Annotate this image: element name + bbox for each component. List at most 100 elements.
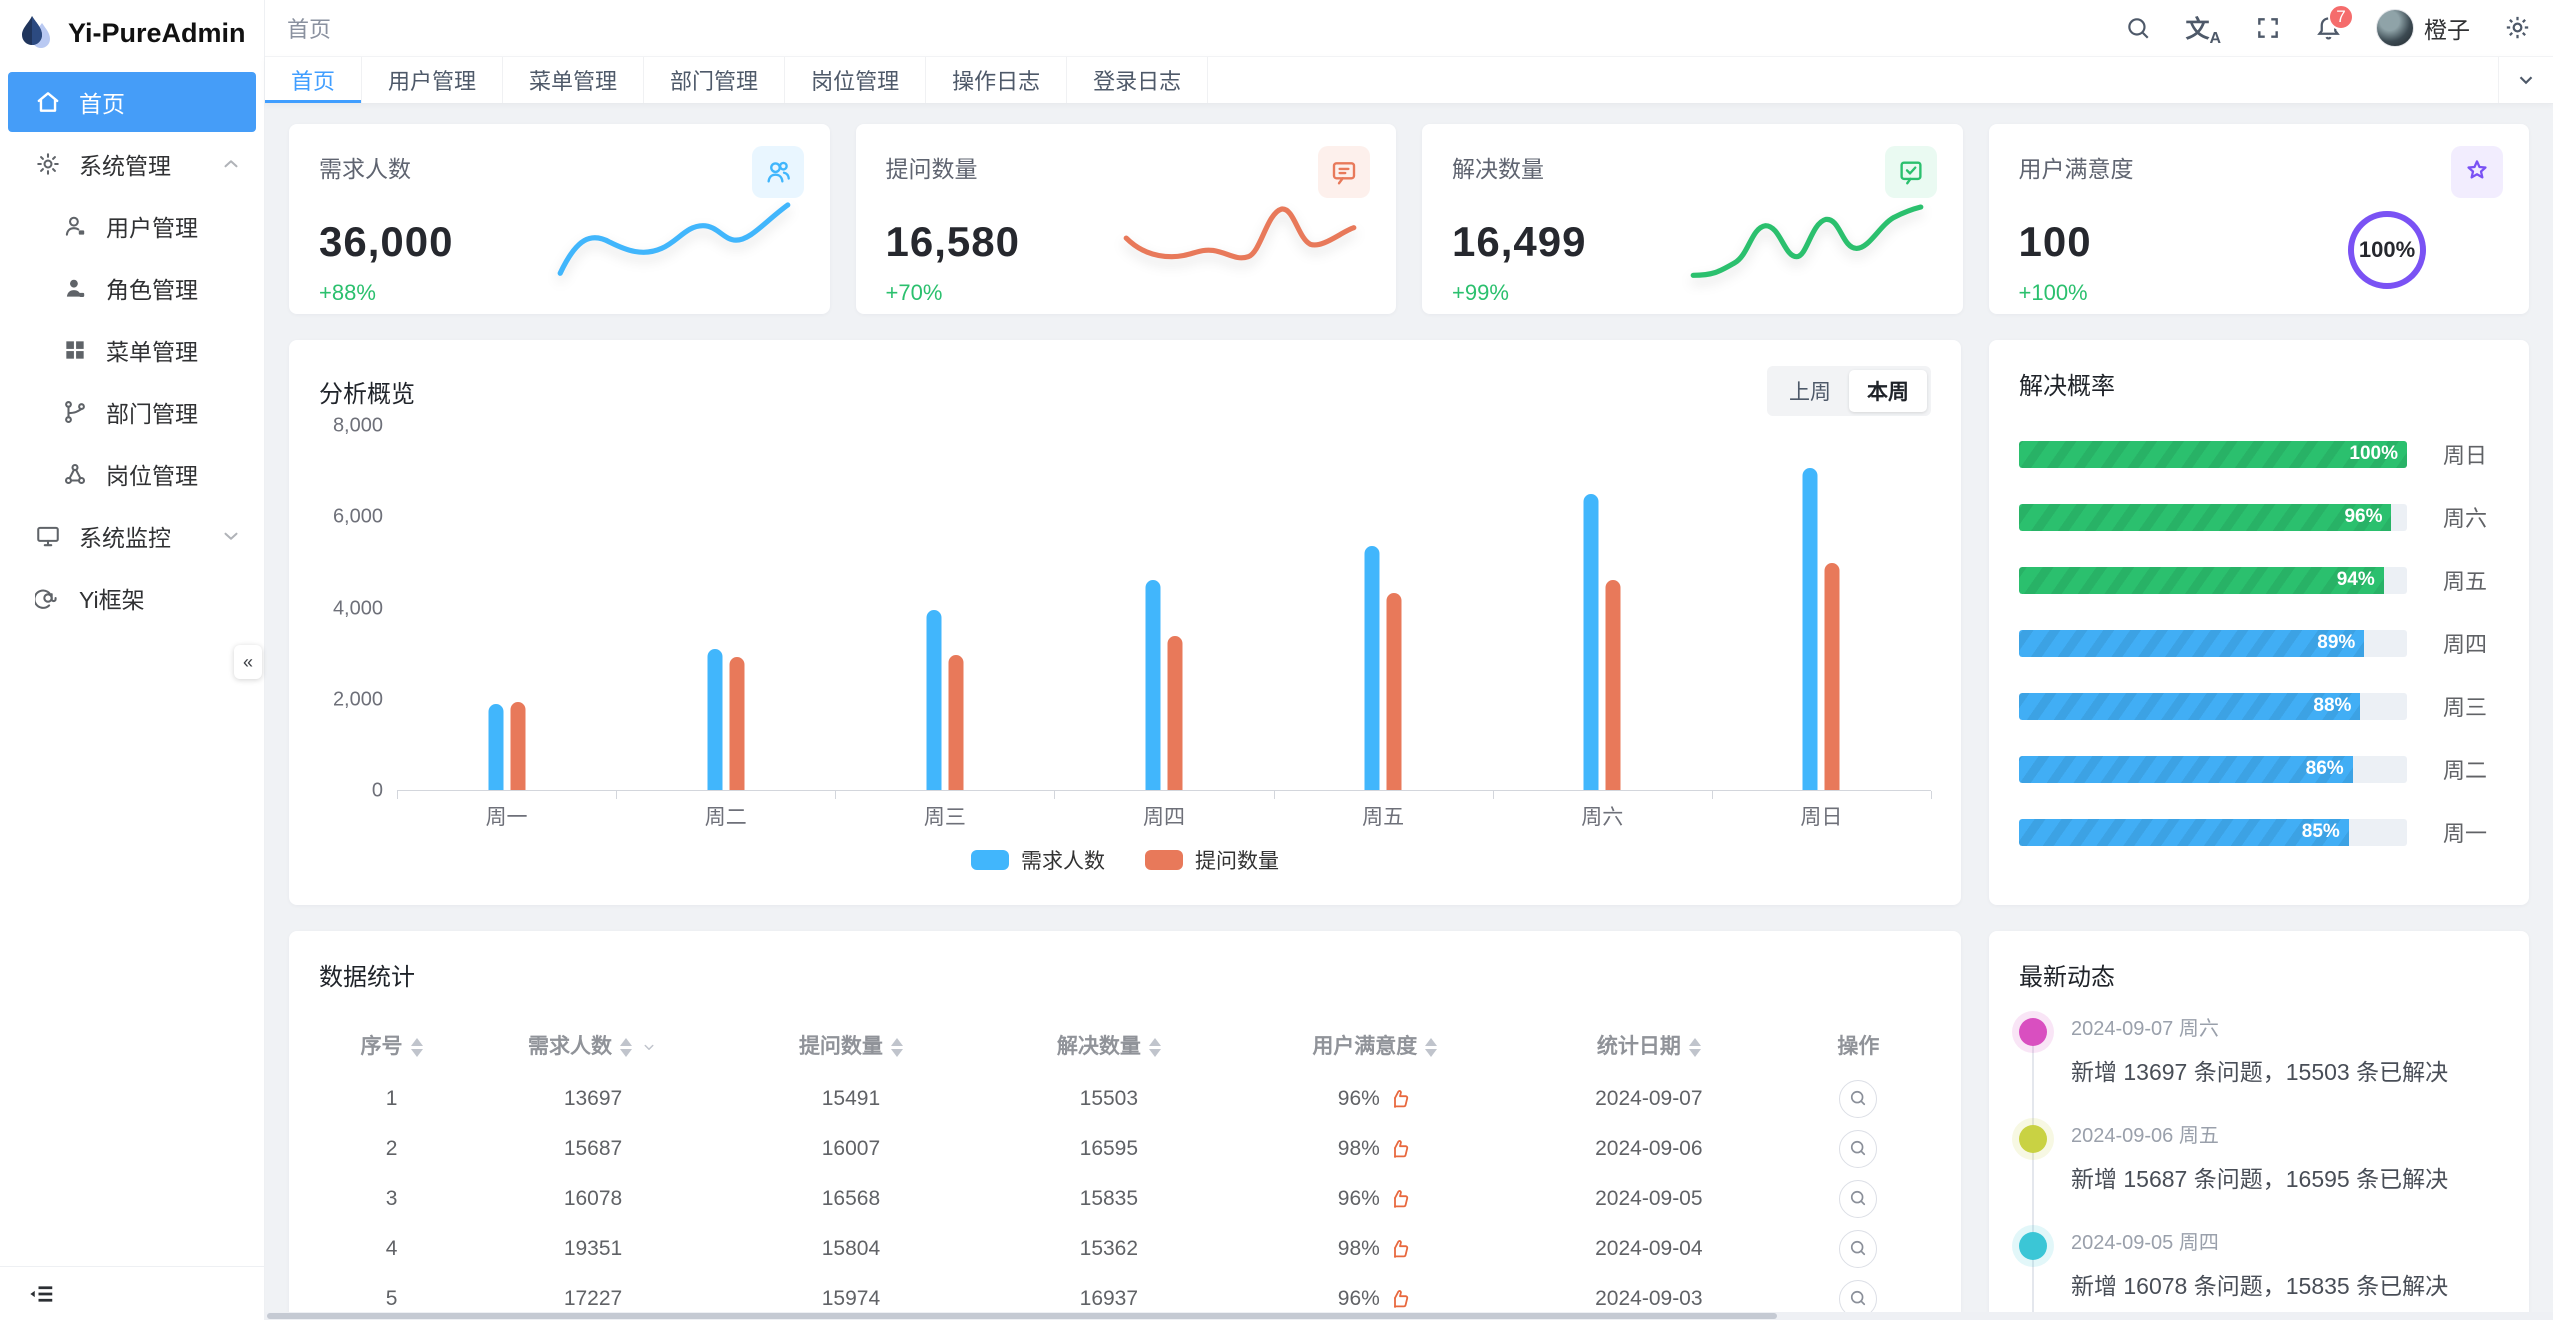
translate-icon[interactable]: 文A <box>2185 15 2221 47</box>
solve-bar-周日: 100% 周日 <box>2019 438 2499 470</box>
thumb-up-icon <box>1388 1137 1412 1161</box>
col-header-统计日期[interactable]: 统计日期 <box>1512 1016 1786 1074</box>
timeline-item: 2024-09-05 周四 新增 16078 条问题，15835 条已解决 <box>2019 1224 2499 1320</box>
sort-carets-icon[interactable] <box>410 1037 423 1057</box>
legend-提问数量[interactable]: 提问数量 <box>1145 845 1279 875</box>
thumb-up-icon <box>1388 1287 1412 1311</box>
search-icon[interactable] <box>2125 15 2151 41</box>
user-filled-icon <box>60 273 90 303</box>
sidebar-item-用户管理[interactable]: 用户管理 <box>8 196 256 256</box>
view-detail-button[interactable] <box>1839 1230 1878 1268</box>
tabs-dropdown-chevron-icon[interactable] <box>2498 57 2553 103</box>
user-chip[interactable]: 橙子 <box>2376 8 2470 47</box>
sidebar-item-岗位管理[interactable]: 岗位管理 <box>8 444 256 504</box>
stat-card-用户满意度: 用户满意度 100 +100% 100% <box>1988 124 2529 314</box>
horizontal-scrollbar[interactable] <box>265 1312 2553 1320</box>
sidebar-item-Yi框架[interactable]: Yi框架 <box>8 568 256 628</box>
filter-chevron-icon[interactable] <box>640 1038 658 1056</box>
col-header-提问数量[interactable]: 提问数量 <box>722 1016 980 1074</box>
toggle-本周[interactable]: 本周 <box>1849 370 1927 412</box>
horizontal-scrollbar-thumb[interactable] <box>267 1313 1778 1319</box>
tab-登录日志[interactable]: 登录日志 <box>1067 57 1209 103</box>
menu-fold-icon[interactable] <box>26 1279 56 1309</box>
users-icon <box>751 146 804 198</box>
stat-trend: +88% <box>319 280 376 305</box>
stat-value: 36,000 <box>319 218 454 265</box>
week-toggle: 上周 本周 <box>1767 366 1931 416</box>
solve-bar-周一: 85% 周一 <box>2019 816 2499 848</box>
bar-提问数量-周五 <box>1386 593 1402 790</box>
col-header-用户满意度[interactable]: 用户满意度 <box>1238 1016 1512 1074</box>
sort-carets-icon[interactable] <box>1688 1037 1701 1057</box>
col-header-需求人数[interactable]: 需求人数 <box>464 1016 722 1074</box>
stat-title: 提问数量 <box>885 156 978 182</box>
sidebar: Yi-PureAdmin 首页 系统管理 用户管理 角色管理 菜单管理 部门管理 岗位管理系… <box>0 0 265 1320</box>
sidebar-item-角色管理[interactable]: 角色管理 <box>8 258 256 318</box>
view-detail-button[interactable] <box>1839 1080 1878 1118</box>
col-header-序号[interactable]: 序号 <box>319 1016 464 1074</box>
legend-需求人数[interactable]: 需求人数 <box>971 845 1105 875</box>
data-table: 序号 需求人数 提问数量 解决数量 用户满意度 统计日期 操作 1 13697 15491 … <box>319 1016 1931 1320</box>
stat-title: 解决数量 <box>1452 156 1544 182</box>
bar-需求人数-周二 <box>707 649 723 790</box>
breadcrumb: 首页 <box>287 17 332 42</box>
branch-icon <box>60 397 90 427</box>
fullscreen-icon[interactable] <box>2255 15 2281 41</box>
magnifier-icon <box>1848 1288 1868 1311</box>
sort-carets-icon[interactable] <box>620 1037 633 1057</box>
sidebar-collapse-handle[interactable]: « <box>234 645 262 679</box>
sidebar-item-部门管理[interactable]: 部门管理 <box>8 382 256 442</box>
sparkline <box>554 184 794 288</box>
magnifier-icon <box>1848 1188 1868 1211</box>
tab-菜单管理[interactable]: 菜单管理 <box>503 57 645 103</box>
timeline: 2024-09-07 周六 新增 13697 条问题，15503 条已解决 202… <box>2019 1010 2499 1320</box>
bar-需求人数-周六 <box>1583 494 1599 790</box>
solve-bar-周三: 88% 周三 <box>2019 690 2499 722</box>
tab-用户管理[interactable]: 用户管理 <box>362 57 504 103</box>
bar-chart-plot <box>397 426 1932 799</box>
bell-icon[interactable]: 7 <box>2315 4 2354 41</box>
table-row: 2 15687 16007 16595 98% 2024-09-06 <box>319 1124 1931 1174</box>
table-row: 1 13697 15491 15503 96% 2024-09-07 <box>319 1074 1931 1124</box>
tab-岗位管理[interactable]: 岗位管理 <box>785 57 927 103</box>
news-title: 最新动态 <box>2019 964 2115 991</box>
tab-部门管理[interactable]: 部门管理 <box>644 57 786 103</box>
sidebar-item-系统管理[interactable]: 系统管理 <box>8 134 256 194</box>
sort-carets-icon[interactable] <box>1148 1037 1161 1057</box>
home-icon <box>33 87 63 117</box>
tabs: 首页 用户管理 菜单管理 部门管理 岗位管理 操作日志 登录日志 <box>265 57 1209 103</box>
settings-gear-icon[interactable] <box>2504 14 2531 41</box>
sort-carets-icon[interactable] <box>890 1037 903 1057</box>
timeline-dot <box>2019 1018 2047 1046</box>
tabbar: 首页 用户管理 菜单管理 部门管理 岗位管理 操作日志 登录日志 <box>265 56 2553 104</box>
bar-需求人数-周三 <box>926 610 942 790</box>
toggle-上周[interactable]: 上周 <box>1789 381 1831 404</box>
view-detail-button[interactable] <box>1839 1180 1878 1218</box>
stat-card-需求人数: 需求人数 36,000 +88% <box>289 124 830 314</box>
chat-icon <box>1318 146 1370 198</box>
bar-chart: 0 2,000 4,000 6,000 8,000 周一 周二 周三 周四 周五 周六 周日 需求人… <box>319 415 1932 879</box>
logo-row[interactable]: Yi-PureAdmin <box>0 0 264 66</box>
thumb-up-icon <box>1388 1087 1412 1111</box>
sort-carets-icon[interactable] <box>1425 1037 1438 1057</box>
stat-value: 100 <box>2018 218 2092 265</box>
topbar-actions: 文A 7 橙子 <box>2125 4 2531 48</box>
tab-操作日志[interactable]: 操作日志 <box>926 57 1068 103</box>
col-header-解决数量[interactable]: 解决数量 <box>980 1016 1238 1074</box>
bar-提问数量-周二 <box>729 657 745 790</box>
stat-value: 16,499 <box>1452 218 1587 265</box>
sidebar-item-系统监控[interactable]: 系统监控 <box>8 506 256 566</box>
view-detail-button[interactable] <box>1839 1130 1878 1168</box>
tab-首页[interactable]: 首页 <box>265 57 363 103</box>
solve-bars: 100% 周日 96% 周六 94% 周五 89% 周四 88% 周三 86% … <box>2019 407 2499 879</box>
sidebar-item-首页[interactable]: 首页 <box>8 72 256 132</box>
sidebar-item-菜单管理[interactable]: 菜单管理 <box>8 320 256 380</box>
solve-bar-周六: 96% 周六 <box>2019 501 2499 533</box>
satisfaction-ring: 100% <box>2345 208 2429 292</box>
timeline-dot <box>2019 1232 2047 1260</box>
view-detail-button[interactable] <box>1839 1280 1878 1318</box>
table-row: 3 16078 16568 15835 96% 2024-09-05 <box>319 1174 1931 1224</box>
logo-droplet-icon <box>16 13 56 53</box>
bar-chart-legend: 需求人数 提问数量 <box>319 831 1931 879</box>
chevron-down-icon <box>220 525 242 547</box>
